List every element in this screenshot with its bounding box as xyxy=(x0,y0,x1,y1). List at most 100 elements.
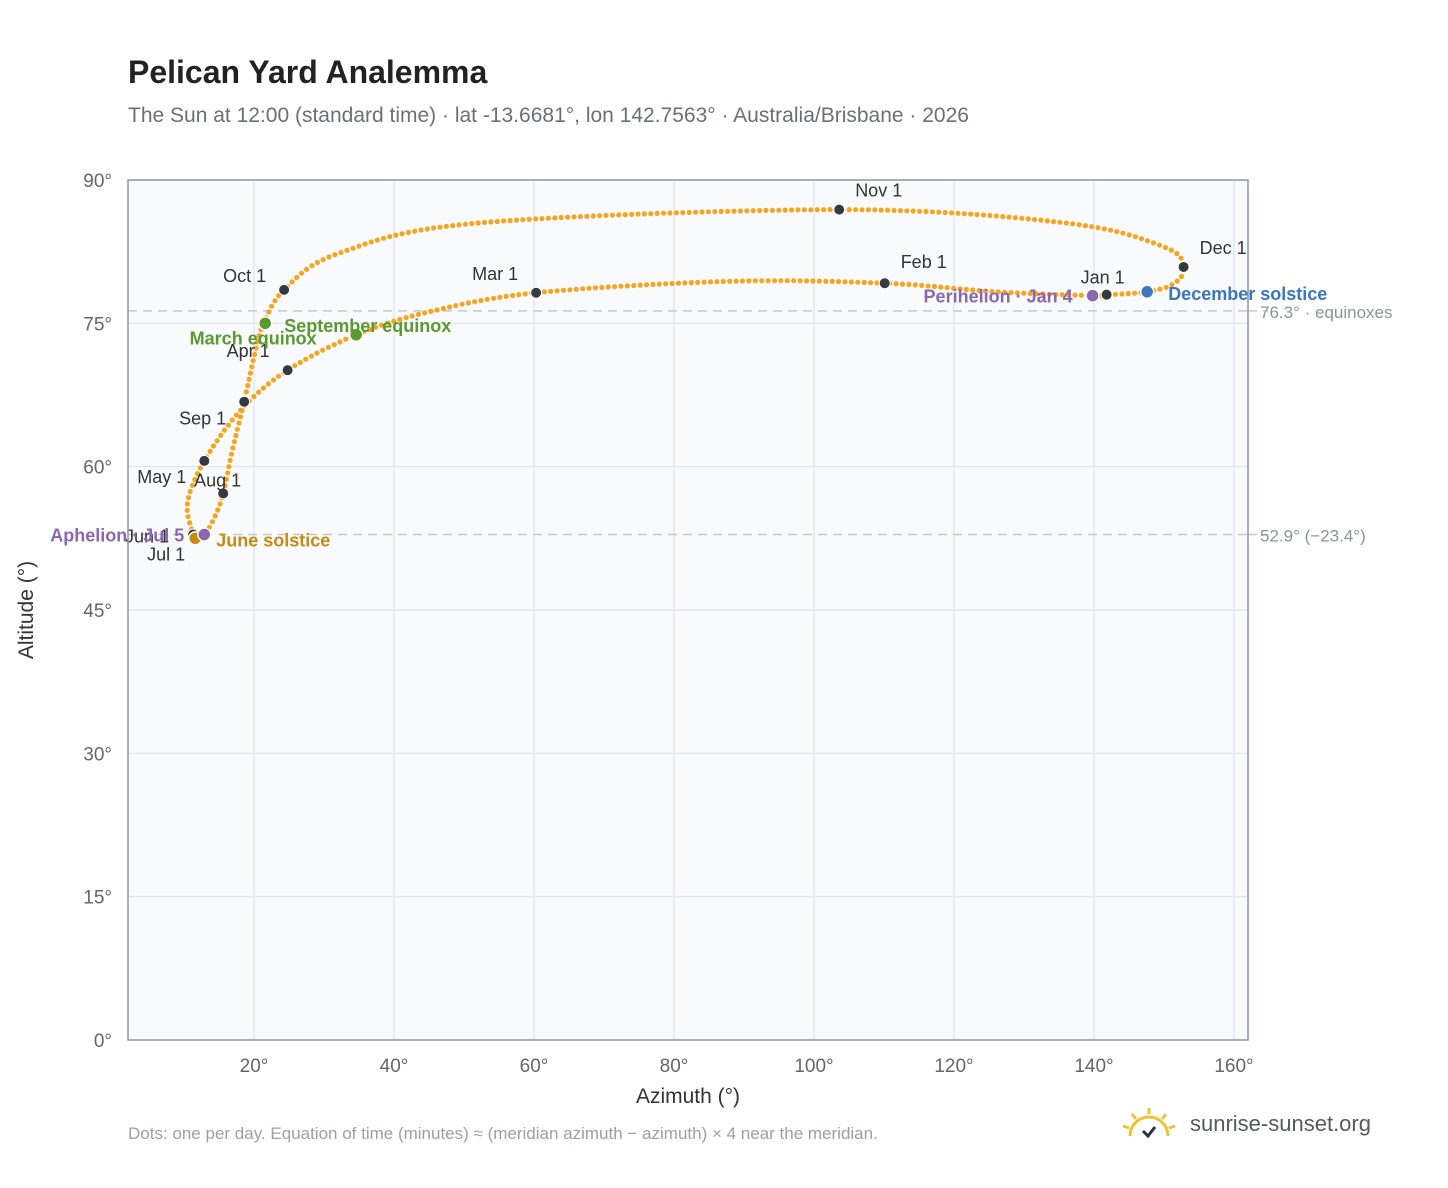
daily-dot xyxy=(669,280,675,287)
daily-dot xyxy=(560,287,567,293)
reference-line-label: 52.9° (−23.4°) xyxy=(1260,527,1366,546)
daily-dot xyxy=(456,222,462,228)
daily-dot xyxy=(584,213,590,219)
daily-dot xyxy=(1057,219,1063,225)
brand[interactable]: sunrise-sunset.org xyxy=(1122,1104,1371,1144)
daily-dot xyxy=(484,296,490,302)
brand-name: sunrise-sunset.org xyxy=(1190,1111,1371,1136)
daily-dot xyxy=(221,427,227,433)
daily-dot xyxy=(314,259,320,266)
daily-dot xyxy=(1125,291,1131,297)
x-tick-label: 120° xyxy=(934,1056,973,1077)
daily-dot xyxy=(784,278,790,284)
daily-dot xyxy=(750,208,756,214)
daily-dot xyxy=(836,279,842,285)
daily-dot xyxy=(1025,216,1031,222)
daily-dot xyxy=(727,278,733,284)
daily-dot xyxy=(1021,290,1027,296)
daily-dot xyxy=(501,218,507,224)
daily-dot xyxy=(580,286,586,292)
daily-dot xyxy=(1157,286,1163,292)
daily-dot xyxy=(929,209,936,215)
daily-dot xyxy=(874,280,880,286)
daily-dot xyxy=(795,207,801,213)
daily-dot xyxy=(217,501,223,507)
y-tick-label: 30° xyxy=(83,744,112,765)
daily-dot xyxy=(497,294,503,300)
daily-dot xyxy=(714,279,720,285)
daily-dot xyxy=(885,207,891,213)
daily-dot xyxy=(250,358,256,364)
daily-dot xyxy=(1150,240,1157,246)
daily-dot xyxy=(320,257,326,263)
daily-dot xyxy=(552,215,558,221)
daily-dot xyxy=(210,443,217,449)
daily-dot xyxy=(571,214,577,220)
daily-dot xyxy=(227,457,233,463)
daily-dot xyxy=(987,212,993,219)
daily-dot xyxy=(276,373,282,379)
daily-dot xyxy=(226,464,232,470)
daily-dot xyxy=(314,350,320,356)
event-marker xyxy=(348,327,364,343)
reference-line-label: 76.3° · equinoxes xyxy=(1260,303,1393,322)
daily-dot xyxy=(246,376,252,382)
daily-dot xyxy=(1006,214,1012,220)
daily-dot xyxy=(1112,291,1119,297)
daily-dot xyxy=(472,299,478,305)
daily-dot xyxy=(292,363,298,369)
daily-dot xyxy=(184,501,190,507)
daily-dot xyxy=(207,448,213,454)
daily-dot xyxy=(1095,225,1101,231)
daily-dot xyxy=(541,289,548,295)
daily-dot xyxy=(970,287,976,293)
daily-dot xyxy=(1066,292,1072,298)
daily-dot xyxy=(963,286,969,293)
daily-dot xyxy=(507,218,513,224)
daily-dot xyxy=(272,298,278,304)
daily-dot xyxy=(526,216,532,222)
daily-dot xyxy=(225,470,231,476)
daily-dot xyxy=(233,412,239,418)
daily-dot xyxy=(362,241,368,247)
daily-dot xyxy=(897,208,904,214)
daily-dot xyxy=(1002,289,1008,295)
daily-dot xyxy=(303,356,309,362)
daily-dot xyxy=(338,249,344,256)
daily-dot xyxy=(942,209,948,216)
daily-dot xyxy=(516,292,522,298)
daily-dot xyxy=(1034,291,1040,297)
daily-dot xyxy=(391,318,397,324)
daily-dot xyxy=(297,359,303,365)
daily-dot xyxy=(957,286,963,292)
daily-dot xyxy=(228,451,235,457)
daily-dot xyxy=(214,438,220,444)
daily-dot xyxy=(705,209,712,215)
daily-dot xyxy=(320,347,326,353)
daily-dot xyxy=(808,207,814,213)
daily-dot xyxy=(447,304,453,310)
daily-dot xyxy=(304,266,310,272)
daily-dot xyxy=(853,207,859,213)
y-tick-label: 60° xyxy=(83,458,112,479)
daily-dot xyxy=(488,219,494,225)
daily-dot xyxy=(771,278,778,284)
daily-dot xyxy=(782,207,788,213)
month-marker-label: Jan 1 xyxy=(1081,268,1125,288)
x-axis-label: Azimuth (°) xyxy=(636,1085,740,1108)
daily-dot xyxy=(298,270,305,276)
daily-dot xyxy=(459,301,465,307)
daily-dot xyxy=(431,225,437,231)
daily-dot xyxy=(1089,224,1095,230)
daily-dot xyxy=(680,210,686,216)
event-marker xyxy=(1085,288,1100,303)
daily-dot xyxy=(1040,291,1046,297)
daily-dot xyxy=(1114,229,1120,235)
daily-dot xyxy=(1144,238,1151,244)
daily-dot xyxy=(1138,236,1145,242)
daily-dot xyxy=(405,229,411,235)
daily-dot xyxy=(951,285,957,291)
month-marker xyxy=(198,454,211,467)
daily-dot xyxy=(1008,290,1014,296)
daily-dot xyxy=(443,223,449,229)
